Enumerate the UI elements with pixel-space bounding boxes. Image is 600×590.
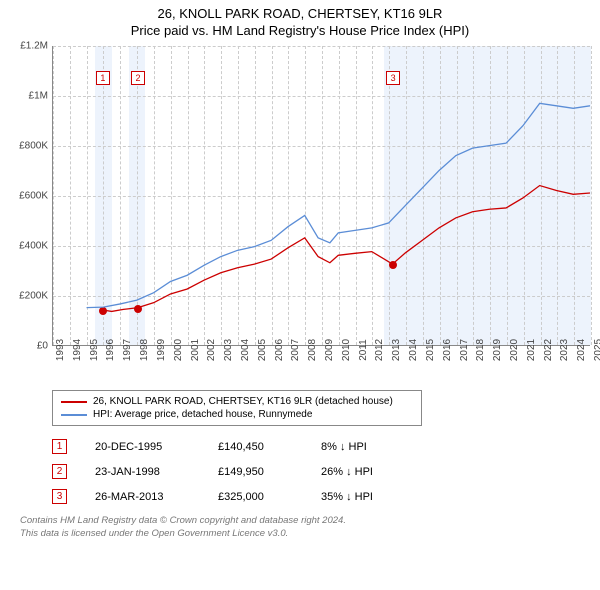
sale-event-date: 26-MAR-2013: [95, 491, 190, 503]
legend-label: 26, KNOLL PARK ROAD, CHERTSEY, KT16 9LR …: [93, 396, 393, 407]
sale-event-marker: 1: [52, 439, 67, 454]
sale-event-hpi: 26% ↓ HPI: [321, 466, 411, 478]
plot-region: 123: [52, 46, 590, 346]
sale-event-price: £140,450: [218, 441, 293, 453]
chart-title-block: 26, KNOLL PARK ROAD, CHERTSEY, KT16 9LR …: [10, 6, 590, 38]
y-axis: £0£200K£400K£600K£800K£1M£1.2M: [10, 46, 52, 346]
license-line2: This data is licensed under the Open Gov…: [20, 528, 590, 541]
y-tick-label: £0: [37, 341, 48, 352]
license-line1: Contains HM Land Registry data © Crown c…: [20, 515, 590, 528]
sale-event-marker: 3: [52, 489, 67, 504]
title-sub: Price paid vs. HM Land Registry's House …: [10, 23, 590, 38]
gridline-vertical: [591, 46, 592, 345]
legend-swatch: [61, 401, 87, 403]
sale-event-date: 23-JAN-1998: [95, 466, 190, 478]
license-text: Contains HM Land Registry data © Crown c…: [20, 515, 590, 541]
series-hpi: [87, 103, 590, 307]
y-tick-label: £400K: [19, 241, 48, 252]
x-axis: 1993199419951996199719981999200020012002…: [52, 346, 590, 386]
sale-event-hpi: 35% ↓ HPI: [321, 491, 411, 503]
series-property: [103, 186, 590, 312]
sale-event-date: 20-DEC-1995: [95, 441, 190, 453]
legend-row: HPI: Average price, detached house, Runn…: [61, 408, 413, 421]
legend-row: 26, KNOLL PARK ROAD, CHERTSEY, KT16 9LR …: [61, 395, 413, 408]
chart-area: £0£200K£400K£600K£800K£1M£1.2M 123 19931…: [10, 46, 590, 386]
sale-event-hpi: 8% ↓ HPI: [321, 441, 411, 453]
y-tick-label: £1M: [29, 91, 48, 102]
y-tick-label: £600K: [19, 191, 48, 202]
x-tick-label: 2025: [593, 339, 600, 361]
sale-event-row: 3 26-MAR-2013 £325,000 35% ↓ HPI: [52, 484, 590, 509]
sale-event-row: 1 20-DEC-1995 £140,450 8% ↓ HPI: [52, 434, 590, 459]
y-tick-label: £800K: [19, 141, 48, 152]
sale-event-price: £325,000: [218, 491, 293, 503]
sale-event-price: £149,950: [218, 466, 293, 478]
line-series-svg: [53, 46, 590, 345]
legend-label: HPI: Average price, detached house, Runn…: [93, 409, 312, 420]
legend-swatch: [61, 414, 87, 416]
sale-event-marker: 2: [52, 464, 67, 479]
y-tick-label: £1.2M: [20, 41, 48, 52]
sale-event-row: 2 23-JAN-1998 £149,950 26% ↓ HPI: [52, 459, 590, 484]
y-tick-label: £200K: [19, 291, 48, 302]
sale-events-table: 1 20-DEC-1995 £140,450 8% ↓ HPI 2 23-JAN-1998…: [52, 434, 590, 509]
legend: 26, KNOLL PARK ROAD, CHERTSEY, KT16 9LR …: [52, 390, 422, 426]
title-main: 26, KNOLL PARK ROAD, CHERTSEY, KT16 9LR: [10, 6, 590, 21]
